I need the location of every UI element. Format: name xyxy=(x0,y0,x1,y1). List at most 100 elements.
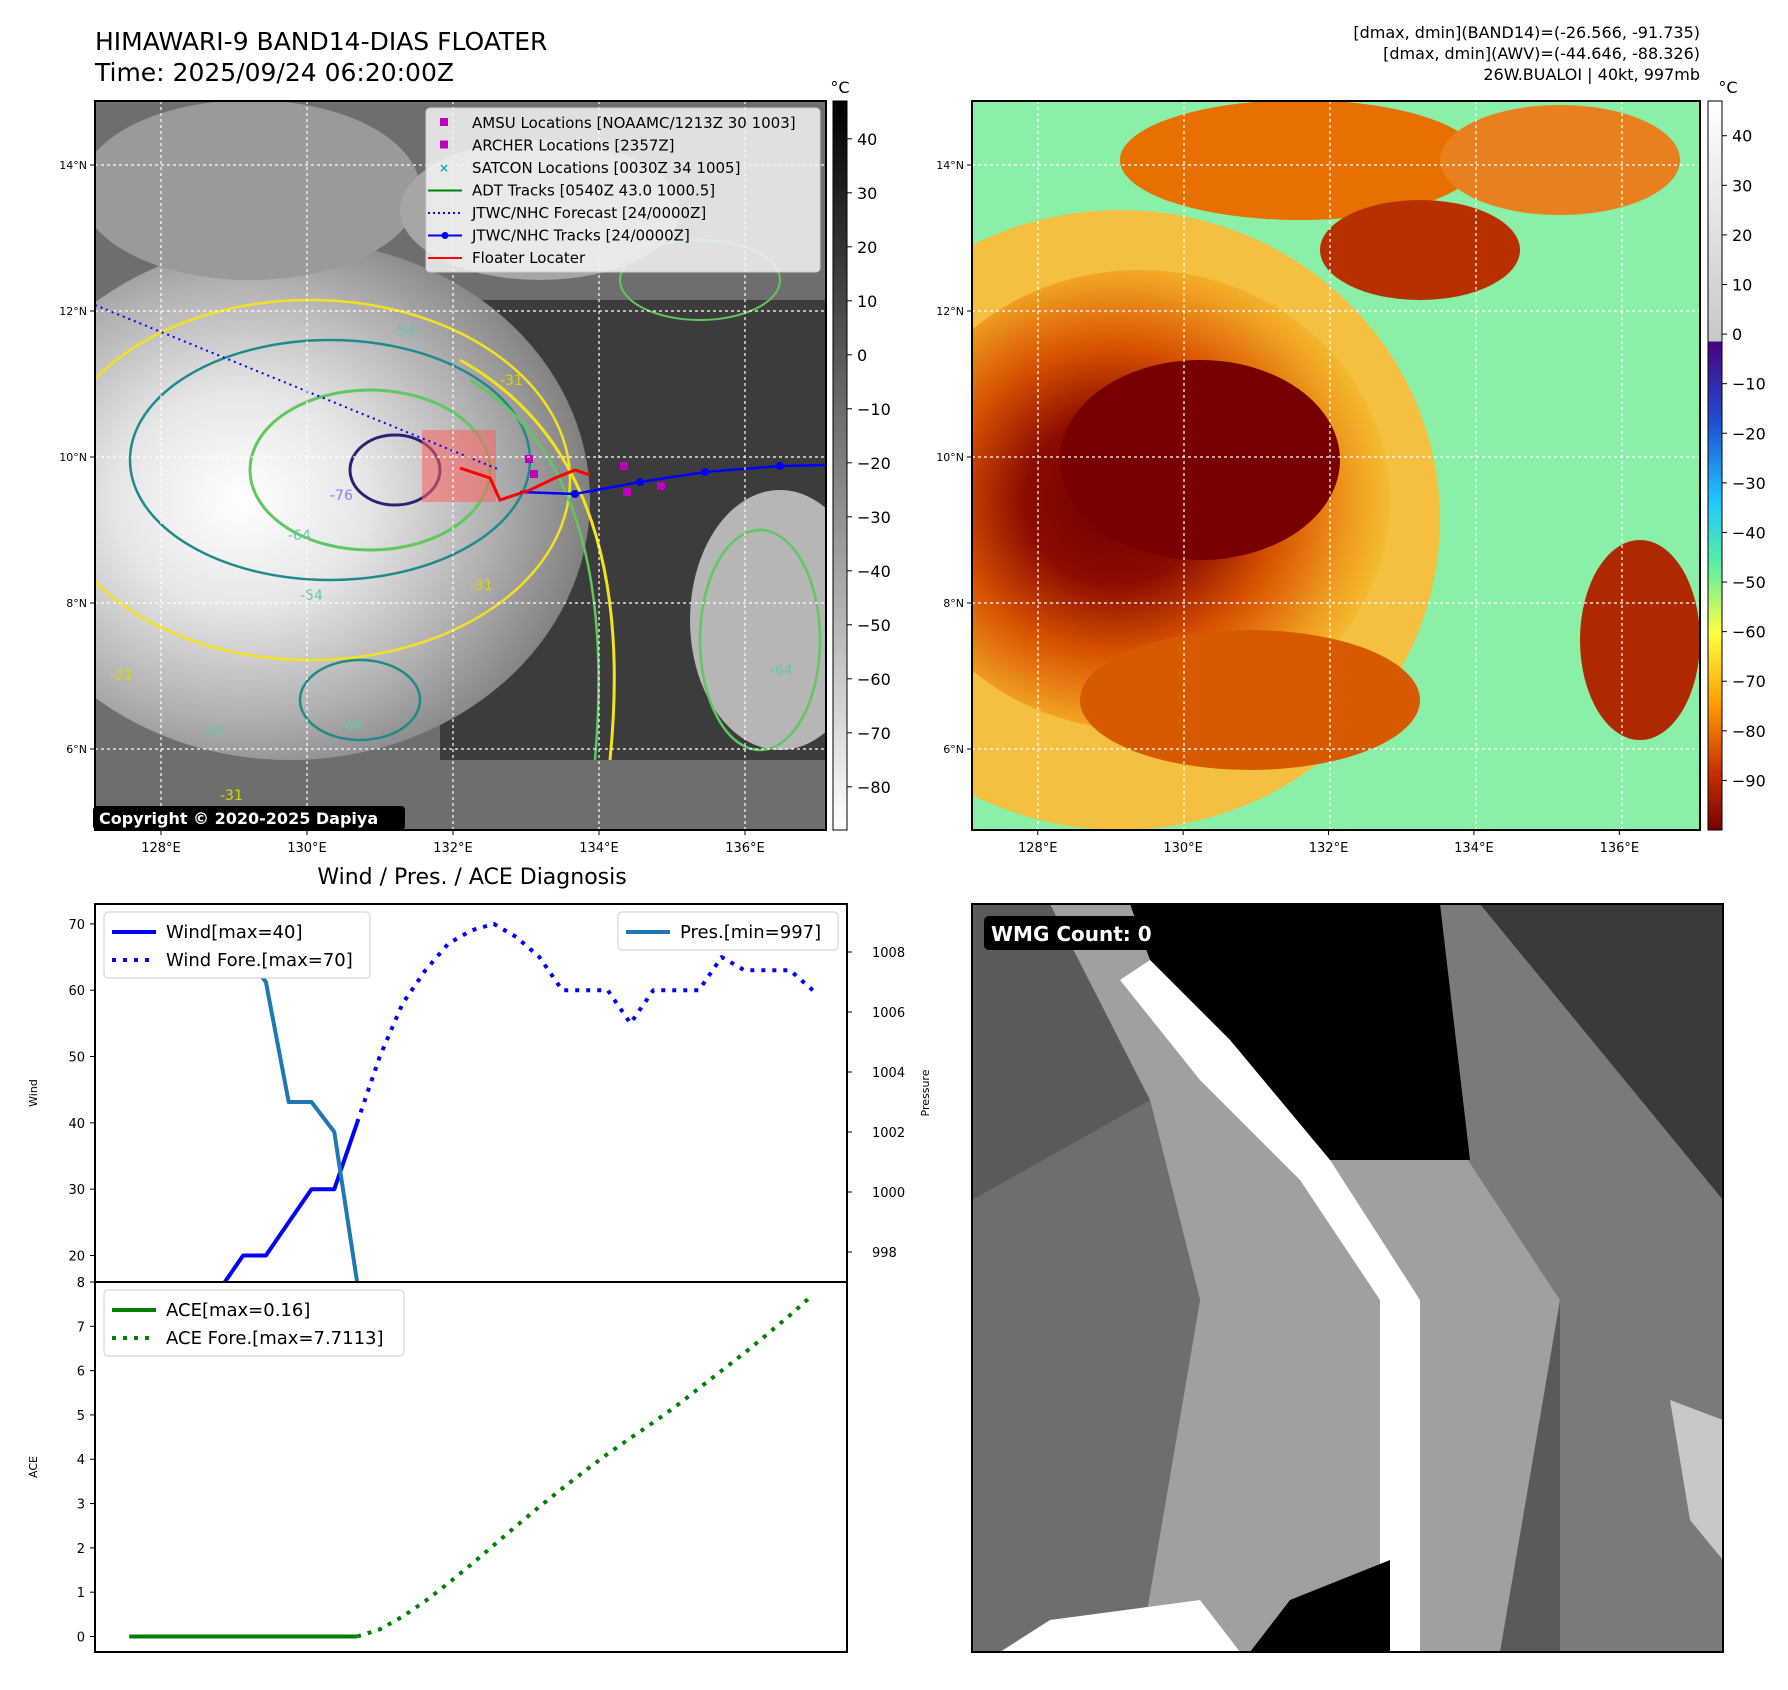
wmg-count: WMG Count: 0 xyxy=(991,922,1152,946)
awv-lat-tick: 10°N xyxy=(936,451,964,464)
svg-text:×: × xyxy=(439,161,449,175)
svg-text:-76: -76 xyxy=(330,488,353,504)
wind-pressure-chart: 70 60 50 40 30 20 Wind 1008 1006 1004 1002 1000 998 P… xyxy=(27,903,932,1291)
legend-item: ARCHER Locations [2357Z] xyxy=(440,137,675,155)
floater-box xyxy=(422,430,496,502)
colorbar-tick: 10 xyxy=(857,292,877,311)
svg-text:-31: -31 xyxy=(110,668,133,684)
y-tick: 6 xyxy=(77,1365,85,1380)
y-axis-label: Wind xyxy=(27,1079,40,1107)
colorbar-tick: −30 xyxy=(857,508,891,527)
colorbar-tick: −90 xyxy=(1732,771,1766,790)
awv-lon-tick: 130°E xyxy=(1163,841,1203,856)
y-tick: 20 xyxy=(68,1249,85,1264)
copyright-text: Copyright © 2020-2025 Dapiya xyxy=(99,809,378,828)
svg-text:-31: -31 xyxy=(470,578,493,594)
chart-legend-label: Wind[max=40] xyxy=(166,922,303,943)
wmg-badge xyxy=(984,916,1162,950)
legend-label: AMSU Locations [NOAAMC/1213Z 30 1003] xyxy=(472,114,796,132)
awv-lon-tick: 136°E xyxy=(1600,841,1640,856)
info-awv: [dmax, dmin](AWV)=(-44.646, -88.326) xyxy=(1383,44,1700,63)
ir-colorbar: °C 40 30 20 10 0 −10 −20 −30 −40 −50 −60 −70 −80 xyxy=(830,78,891,831)
figure-time: Time: 2025/09/24 06:20:00Z xyxy=(94,58,454,87)
ir-lat-tick: 8°N xyxy=(66,597,87,610)
colorbar-tick: −10 xyxy=(1732,375,1766,394)
ir-map-legend: AMSU Locations [NOAAMC/1213Z 30 1003] ARC… xyxy=(425,107,821,273)
contour-labels: -31 -54 -64 -76 -31 -54 -64 -31 -54 -64 … xyxy=(110,323,793,804)
legend-item: ADT Tracks [0540Z 43.0 1000.5] xyxy=(428,182,715,200)
svg-text:-64: -64 xyxy=(340,718,363,734)
legend-label: SATCON Locations [0030Z 34 1005] xyxy=(472,159,740,177)
svg-text:-54: -54 xyxy=(392,323,415,339)
colorbar-tick: −60 xyxy=(857,670,891,689)
awv-lat-tick: 12°N xyxy=(936,305,964,318)
y-tick: 5 xyxy=(77,1409,85,1424)
awv-lat-tick: 6°N xyxy=(943,743,964,756)
awv-lat-tick: 8°N xyxy=(943,597,964,610)
colorbar-tick: 30 xyxy=(1732,176,1752,195)
colorbar-tick: −30 xyxy=(1732,474,1766,493)
svg-text:-64: -64 xyxy=(288,528,311,544)
colorbar-tick: 20 xyxy=(1732,226,1752,245)
colorbar-tick: −20 xyxy=(1732,424,1766,443)
awv-lon-tick: 132°E xyxy=(1309,841,1349,856)
ir-gridlines xyxy=(95,101,826,830)
colorbar-tick: −20 xyxy=(857,454,891,473)
y2-tick: 1008 xyxy=(872,946,905,961)
y-tick: 2 xyxy=(77,1542,85,1557)
y-tick: 50 xyxy=(68,1051,85,1066)
svg-text:-31: -31 xyxy=(220,788,243,804)
y-tick: 70 xyxy=(68,918,85,933)
colorbar-tick: 0 xyxy=(1732,325,1742,344)
y2-tick: 998 xyxy=(872,1246,897,1261)
ace-chart: 8 7 6 5 4 3 2 1 0 ACE ACE[max=0.16] ACE Fore.[max=7… xyxy=(27,1276,848,1653)
amsu-markers xyxy=(525,455,665,496)
y2-tick: 1006 xyxy=(872,1006,905,1021)
y-tick: 0 xyxy=(77,1630,85,1645)
chart-legend-label: ACE Fore.[max=7.7113] xyxy=(166,1328,384,1349)
legend-item: AMSU Locations [NOAAMC/1213Z 30 1003] xyxy=(440,114,796,132)
ir-lon-tick: 134°E xyxy=(579,841,619,856)
ir-map-panel: -31 -54 -64 -76 -31 -54 -64 -31 -54 -64 … xyxy=(59,78,891,856)
ir-lon-tick: 130°E xyxy=(287,841,327,856)
figure-title: HIMAWARI-9 BAND14-DIAS FLOATER xyxy=(95,27,547,56)
y-tick: 1 xyxy=(77,1586,85,1601)
colorbar-tick: −10 xyxy=(857,400,891,419)
info-band14: [dmax, dmin](BAND14)=(-26.566, -91.735) xyxy=(1353,23,1700,42)
colorbar-tick: −50 xyxy=(1732,573,1766,592)
y-tick: 30 xyxy=(68,1183,85,1198)
floater-track xyxy=(459,466,591,502)
legend-label: ADT Tracks [0540Z 43.0 1000.5] xyxy=(472,182,715,200)
jtwc-track xyxy=(519,463,826,496)
awv-gridlines xyxy=(972,101,1700,830)
ir-colorbar-unit: °C xyxy=(830,78,849,97)
ir-lon-tick: 136°E xyxy=(725,841,765,856)
colorbar-tick: 40 xyxy=(1732,127,1752,146)
colorbar-tick: −50 xyxy=(857,616,891,635)
colorbar-tick: −70 xyxy=(857,724,891,743)
colorbar-tick: 30 xyxy=(857,184,877,203)
y-tick: 3 xyxy=(77,1498,85,1513)
y-tick: 7 xyxy=(77,1320,85,1335)
colorbar-tick: 0 xyxy=(857,346,867,365)
y-tick: 60 xyxy=(68,984,85,999)
legend-item: Floater Locater xyxy=(428,249,586,267)
ir-lat-tick: 12°N xyxy=(59,305,87,318)
chart-legend: Pres.[min=997] xyxy=(617,911,839,951)
y-axis-label: ACE xyxy=(27,1456,40,1478)
y-tick: 40 xyxy=(68,1117,85,1132)
awv-lon-tick: 128°E xyxy=(1018,841,1058,856)
awv-colorbar-unit: °C xyxy=(1718,78,1737,97)
wmg-panel: WMG Count: 0 xyxy=(971,903,1724,1653)
chart-legend-label: Wind Fore.[max=70] xyxy=(166,950,353,971)
svg-text:-54: -54 xyxy=(300,588,323,604)
colorbar-tick: 10 xyxy=(1732,275,1752,294)
legend-label: ARCHER Locations [2357Z] xyxy=(472,137,675,155)
legend-item: JTWC/NHC Tracks [24/0000Z] xyxy=(428,227,690,245)
y2-tick: 1004 xyxy=(872,1066,905,1081)
svg-text:-54: -54 xyxy=(200,723,223,739)
awv-imagery xyxy=(972,101,1700,830)
series-line-1 xyxy=(355,921,815,1124)
colorbar-tick: −40 xyxy=(1732,523,1766,542)
info-storm: 26W.BUALOI | 40kt, 997mb xyxy=(1483,65,1700,84)
